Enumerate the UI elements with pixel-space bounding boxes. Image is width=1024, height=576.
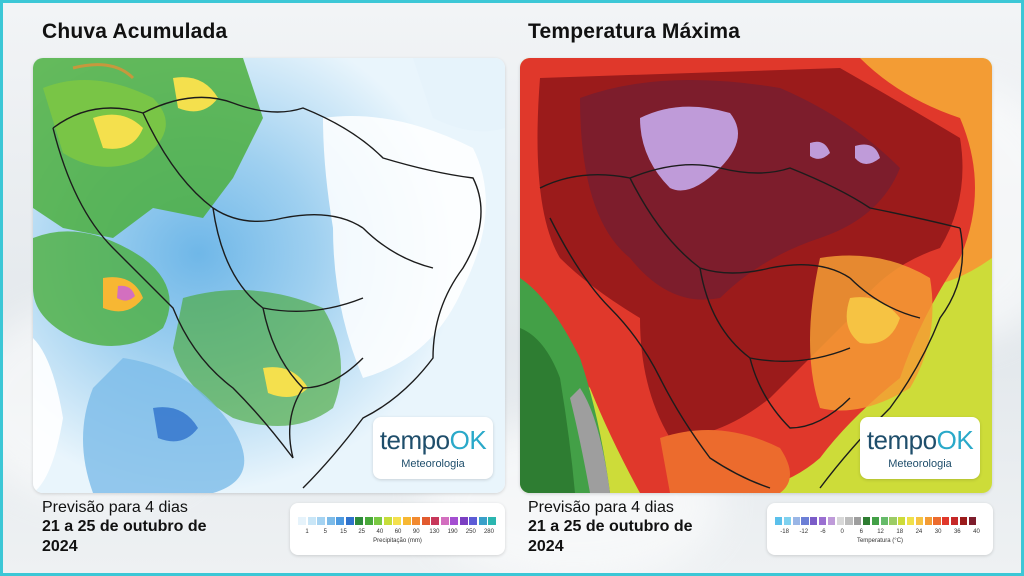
temp-legend-swatch [818, 517, 827, 525]
temp-legend-swatch [775, 517, 783, 525]
temp-legend-tick-label: 30 [934, 529, 942, 535]
temp-legend-swatch [906, 517, 915, 525]
rain-forecast-dates: 21 a 25 de outubro de 2024 [42, 518, 207, 555]
temp-legend-tick-label: 36 [953, 529, 961, 535]
rain-legend-swatch [307, 517, 316, 525]
brand-tagline: Meteorologia [401, 458, 465, 470]
brand-tagline: Meteorologia [888, 458, 952, 470]
rain-legend-swatch [440, 517, 449, 525]
rain-legend-swatch [402, 517, 411, 525]
temp-legend-tick-label: 6 [859, 529, 864, 535]
brand-name-part2: OK [936, 425, 974, 455]
temp-forecast-label: Previsão para 4 dias [528, 499, 674, 516]
rain-legend-swatch [412, 517, 420, 525]
rain-legend-tick-label: 1 [305, 529, 309, 535]
temp-legend-swatch [898, 517, 906, 525]
temp-legend-tick-label: 40 [973, 529, 980, 535]
rain-legend-swatch [364, 517, 373, 525]
temp-forecast-dates: 21 a 25 de outubro de 2024 [528, 518, 693, 555]
rain-legend-tick-label: 40 [376, 529, 384, 535]
temp-legend-swatch [924, 517, 932, 525]
rain-legend-swatch [393, 517, 401, 525]
rain-legend-swatch [355, 517, 363, 525]
rain-legend-swatch [431, 517, 439, 525]
rain-map: tempoOK Meteorologia [33, 58, 505, 493]
temp-legend-tick-label: -12 [799, 529, 809, 535]
temp-legend-swatch [889, 517, 897, 525]
temp-legend-tick-label: 0 [840, 529, 844, 535]
rain-legend-swatch [469, 517, 477, 525]
temp-panel-title: Temperatura Máxima [528, 20, 741, 43]
rain-legend-tick-label: 5 [323, 529, 327, 535]
rain-legend-swatch [317, 517, 325, 525]
temp-legend-swatch [827, 517, 836, 525]
rain-legend-tick-label: 25 [358, 529, 365, 535]
temp-legend-swatch [801, 517, 809, 525]
rain-legend-colorbar [298, 517, 498, 525]
temp-legend-swatch [836, 517, 844, 525]
rain-forecast-period: Previsão para 4 dias 21 a 25 de outubro … [42, 499, 232, 557]
temp-legend-tick-label: 12 [877, 529, 884, 535]
brand-logo: tempoOK Meteorologia [860, 417, 980, 479]
temperature-legend: -18 -12 -6 0 6 12 18 24 30 36 40 Temperatura (°C) [767, 503, 993, 555]
rain-legend-caption: Precipitação (mm) [373, 538, 422, 544]
temp-legend-swatch [880, 517, 888, 525]
brand-name-part1: tempo [866, 425, 937, 455]
rain-legend-tick-label: 250 [465, 529, 476, 535]
temp-legend-tick-label: -6 [820, 529, 826, 535]
rain-legend-tick-label: 280 [483, 529, 494, 535]
temp-legend-swatch [810, 517, 818, 525]
temp-legend-swatch [942, 517, 950, 525]
temp-legend-swatch [845, 517, 853, 525]
rain-legend: 1 5 15 25 40 60 90 130 190 250 280 Precipitação (m… [290, 503, 505, 555]
rain-legend-swatch [459, 517, 468, 525]
temp-legend-swatch [862, 517, 871, 525]
rain-legend-swatch [488, 517, 496, 525]
temp-forecast-period: Previsão para 4 dias 21 a 25 de outubro … [528, 499, 718, 557]
rain-legend-swatch [478, 517, 487, 525]
rain-legend-swatch [450, 517, 458, 525]
rain-legend-tick-label: 130 [429, 529, 440, 535]
rain-legend-swatch [374, 517, 382, 525]
temp-legend-swatch [871, 517, 880, 525]
temp-legend-tick-label: -18 [780, 529, 789, 535]
rain-legend-swatch [326, 517, 335, 525]
rain-legend-tick-label: 60 [394, 529, 402, 535]
temp-legend-swatch [915, 517, 924, 525]
temp-legend-swatch [783, 517, 792, 525]
temp-legend-swatch [950, 517, 959, 525]
temp-legend-ticks: -18 -12 -6 0 6 12 18 24 30 36 40 [775, 529, 986, 535]
temp-legend-swatch [933, 517, 941, 525]
rain-forecast-label: Previsão para 4 dias [42, 499, 188, 516]
brand-name-part2: OK [449, 425, 487, 455]
rain-legend-tick-label: 90 [412, 529, 420, 535]
rain-panel-title: Chuva Acumulada [42, 20, 228, 43]
brand-logo: tempoOK Meteorologia [373, 417, 493, 479]
temp-legend-colorbar [775, 517, 977, 525]
rain-legend-ticks: 1 5 15 25 40 60 90 130 190 250 280 [298, 529, 498, 535]
temp-legend-swatch [854, 517, 862, 525]
temp-legend-caption: Temperatura (°C) [856, 538, 904, 544]
brand-name-part1: tempo [379, 425, 450, 455]
temp-legend-swatch [968, 517, 976, 525]
temp-legend-tick-label: 24 [915, 529, 923, 535]
rain-legend-swatch [345, 517, 354, 525]
temp-legend-tick-label: 18 [896, 529, 904, 535]
temp-legend-swatch [792, 517, 800, 525]
rain-legend-swatch [421, 517, 430, 525]
rain-legend-tick-label: 15 [340, 529, 347, 535]
temp-legend-swatch [959, 517, 968, 525]
temperature-map: tempoOK Meteorologia [520, 58, 992, 493]
rain-legend-swatch [336, 517, 344, 525]
rain-legend-swatch [298, 517, 306, 525]
rain-legend-tick-label: 190 [447, 529, 458, 535]
rain-legend-swatch [383, 517, 392, 525]
